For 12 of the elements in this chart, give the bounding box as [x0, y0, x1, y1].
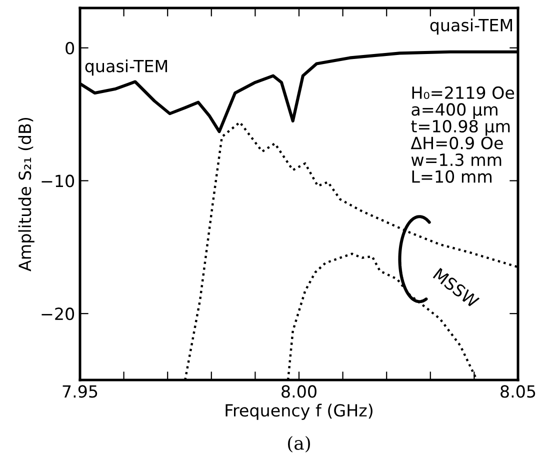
y-tick-label: −10 — [42, 174, 74, 188]
text: (a) — [288, 436, 310, 452]
y-tick-label: 0 — [66, 42, 74, 54]
annotation: H₀=2119 Oe a=400 μm t=10.98 μm ΔH=0.9 Oe w=1.3 mm L=10 mm — [410, 86, 514, 183]
annotation: quasi-TEM — [430, 18, 512, 35]
annotation: quasi-TEM — [85, 59, 168, 76]
x-tick-label: 8.00 — [282, 385, 316, 398]
x-tick-label: 7.95 — [62, 385, 98, 398]
x-tick-label: 8.05 — [500, 385, 536, 398]
y-axis-title: Amplitude S₂₁ (dB) — [18, 118, 34, 272]
x-axis-title: Frequency f (GHz) — [226, 404, 372, 420]
y-tick-label: −20 — [42, 308, 74, 320]
